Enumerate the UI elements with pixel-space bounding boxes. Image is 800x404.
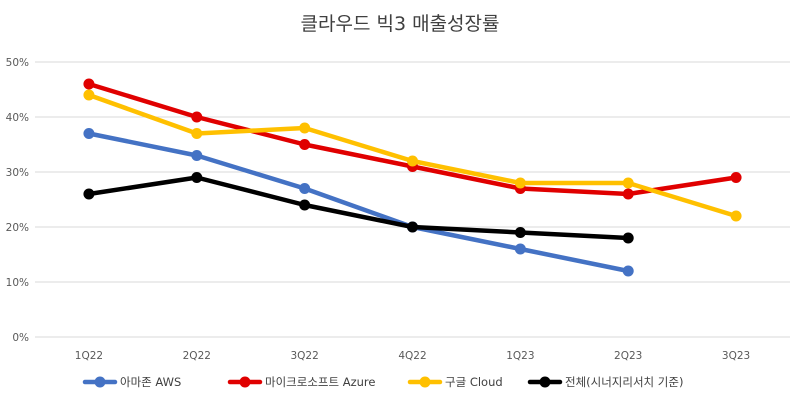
y-tick-label: 20% [6,222,29,234]
data-point [730,210,742,222]
y-tick-label: 10% [6,277,29,289]
data-point [299,139,311,150]
data-point [730,172,742,183]
chart-title: 클라우드 빅3 매출성장률 [301,13,500,35]
legend-item: 아마존 AWS [82,375,181,389]
legend-swatch-marker [239,376,251,388]
data-point [299,183,311,194]
data-point [622,265,634,277]
series-line [86,131,631,274]
y-tick-label: 40% [6,112,29,124]
legend-label: 구글 Cloud [445,375,503,389]
x-tick-label: 1Q23 [506,350,534,362]
data-point [514,243,526,255]
data-point [407,221,418,233]
data-point [83,128,95,139]
data-point [299,122,311,134]
data-point [83,78,95,90]
x-tick-label: 3Q23 [722,350,750,362]
y-tick-label: 30% [6,167,29,179]
y-axis-ticks: 0% 10% 20% 30% 40% 50% [6,57,29,344]
x-tick-label: 3Q22 [290,350,318,362]
legend-label: 마이크로소프트 Azure [265,375,375,389]
legend-item: 전체(시너지리서치 기준) [527,375,683,389]
series-layer [83,78,742,277]
data-point [622,232,634,244]
data-point [191,111,203,123]
data-point [514,227,526,238]
legend-swatch-marker [94,376,106,388]
legend-label: 전체(시너지리서치 기준) [565,375,683,389]
series-3 [83,172,634,244]
legend-item: 구글 Cloud [407,375,503,389]
data-point [514,177,526,189]
data-point [191,128,203,139]
data-point [622,188,634,200]
data-point [191,150,203,161]
legend-swatch-marker [419,376,431,388]
data-point [622,177,634,189]
y-tick-label: 50% [6,57,29,69]
legend-item: 마이크로소프트 Azure [227,375,375,389]
data-point [407,155,418,167]
data-point [83,89,95,101]
x-axis-ticks: 1Q22 2Q22 3Q22 4Q22 1Q23 2Q23 3Q23 [75,350,750,362]
x-tick-label: 1Q22 [75,350,103,362]
data-point [191,172,203,183]
legend-label: 아마존 AWS [120,375,181,389]
series-line [86,175,631,241]
series-0 [83,128,634,277]
data-point [83,188,95,200]
x-tick-label: 4Q22 [398,350,426,362]
data-point [299,199,311,211]
y-tick-label: 0% [12,332,29,344]
x-tick-label: 2Q22 [183,350,211,362]
series-2 [83,89,742,222]
x-tick-label: 2Q23 [614,350,642,362]
legend: 아마존 AWS 마이크로소프트 Azure 구글 Cloud 전체(시너지리서치 기준… [82,375,683,389]
legend-swatch-marker [539,376,551,388]
